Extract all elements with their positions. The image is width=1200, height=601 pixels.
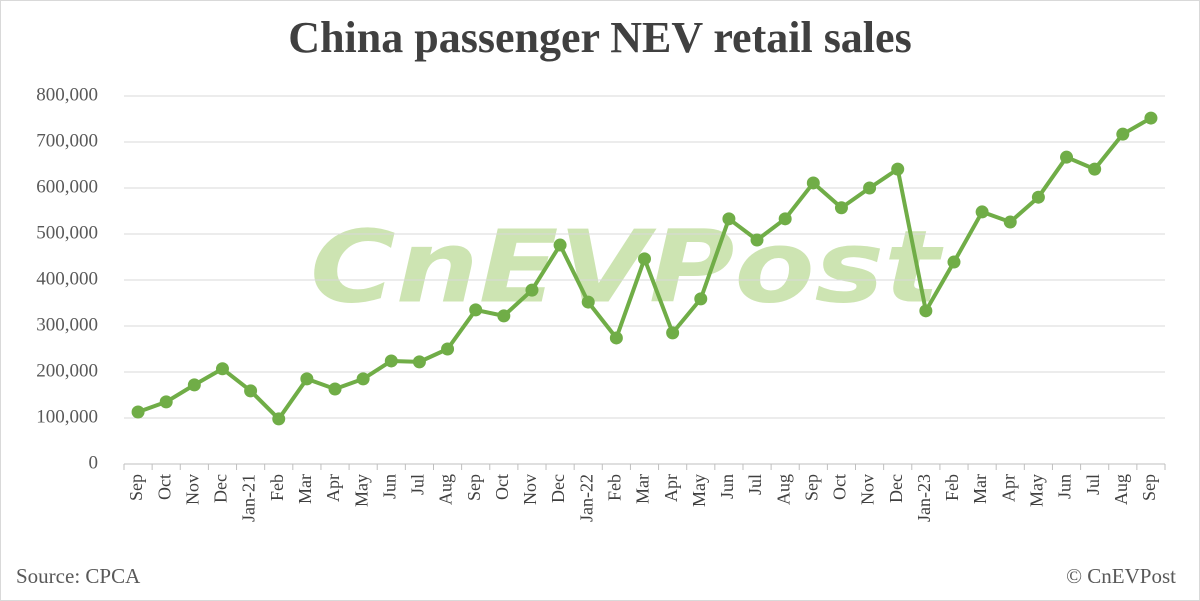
x-tick-label: Nov	[520, 474, 540, 505]
x-tick-label: Nov	[182, 474, 202, 505]
source: Source: CPCA	[16, 564, 141, 588]
x-tick-label: Sep	[126, 474, 146, 501]
y-tick-label: 0	[89, 452, 99, 473]
y-tick-label: 100,000	[36, 406, 98, 427]
data-point	[328, 382, 342, 396]
x-tick-label: Sep	[1139, 474, 1159, 501]
copyright: © CnEVPost	[1066, 564, 1176, 588]
data-point	[609, 331, 623, 345]
chart-title: China passenger NEV retail sales	[288, 13, 911, 62]
x-tick-label: Jul	[745, 474, 765, 495]
x-tick-label: Mar	[295, 474, 315, 504]
data-point	[863, 181, 877, 195]
data-point	[1116, 127, 1130, 141]
data-point	[666, 326, 680, 340]
data-point	[1031, 190, 1045, 204]
data-point	[159, 395, 173, 409]
x-tick-label: May	[351, 474, 371, 507]
data-point	[497, 309, 511, 323]
x-tick-label: Jun	[379, 474, 399, 499]
x-tick-label: Jun	[1055, 474, 1075, 499]
x-tick-label: Mar	[633, 474, 653, 504]
x-tick-label: Jul	[1083, 474, 1103, 495]
data-point	[778, 212, 792, 226]
y-tick-label: 400,000	[36, 268, 98, 289]
x-tick-label: Dec	[548, 474, 568, 503]
x-tick-label: Sep	[464, 474, 484, 501]
x-tick-label: Feb	[604, 474, 624, 501]
x-tick-label: Dec	[886, 474, 906, 503]
data-point	[356, 372, 370, 386]
x-tick-label: Jul	[408, 474, 428, 495]
x-tick-label: Aug	[773, 474, 793, 505]
data-point	[244, 384, 258, 398]
data-point	[469, 303, 483, 317]
x-tick-label: Aug	[1111, 474, 1131, 505]
x-tick-label: Jan-23	[914, 474, 934, 522]
data-point	[412, 355, 426, 369]
data-point	[525, 283, 539, 297]
data-point	[806, 176, 820, 190]
data-point	[891, 162, 905, 176]
x-tick-label: Dec	[211, 474, 231, 503]
x-tick-label: Jan-22	[576, 474, 596, 522]
y-tick-label: 700,000	[36, 130, 98, 151]
data-point	[638, 252, 651, 266]
data-point	[131, 405, 145, 419]
x-tick-label: Feb	[267, 474, 287, 501]
x-tick-label: Jun	[717, 474, 737, 499]
data-point	[919, 304, 933, 318]
x-tick-label: Apr	[998, 474, 1018, 502]
data-point	[1144, 111, 1158, 125]
data-point	[272, 412, 286, 426]
data-point	[553, 238, 567, 252]
x-tick-label: Apr	[661, 474, 681, 502]
x-tick-label: Sep	[801, 474, 821, 501]
data-point	[581, 295, 595, 309]
x-tick-label: Oct	[830, 474, 850, 500]
data-point	[1088, 162, 1102, 176]
x-tick-label: Feb	[942, 474, 962, 501]
x-tick-label: Nov	[858, 474, 878, 505]
y-tick-label: 800,000	[36, 84, 98, 105]
data-point	[722, 212, 736, 226]
x-tick-label: May	[689, 474, 709, 507]
data-point	[187, 378, 201, 392]
data-point	[215, 362, 229, 376]
data-point	[750, 233, 764, 247]
y-tick-label: 600,000	[36, 176, 98, 197]
x-tick-label: May	[1027, 474, 1047, 507]
x-tick-label: Apr	[323, 474, 343, 502]
x-tick-label: Mar	[970, 474, 990, 504]
data-point	[947, 255, 961, 269]
x-tick-label: Aug	[436, 474, 456, 505]
data-point	[384, 354, 398, 368]
x-tick-label: Oct	[154, 474, 174, 500]
x-tick-label: Oct	[492, 474, 512, 500]
y-tick-label: 500,000	[36, 222, 98, 243]
data-point	[1003, 215, 1017, 229]
data-point	[694, 292, 708, 306]
data-point	[441, 342, 455, 356]
data-point	[834, 201, 848, 215]
data-point	[975, 205, 989, 219]
y-tick-label: 300,000	[36, 314, 98, 335]
data-point	[1060, 150, 1074, 164]
data-point	[300, 372, 314, 386]
y-tick-label: 200,000	[36, 360, 98, 381]
x-tick-label: Jan-21	[239, 474, 259, 522]
